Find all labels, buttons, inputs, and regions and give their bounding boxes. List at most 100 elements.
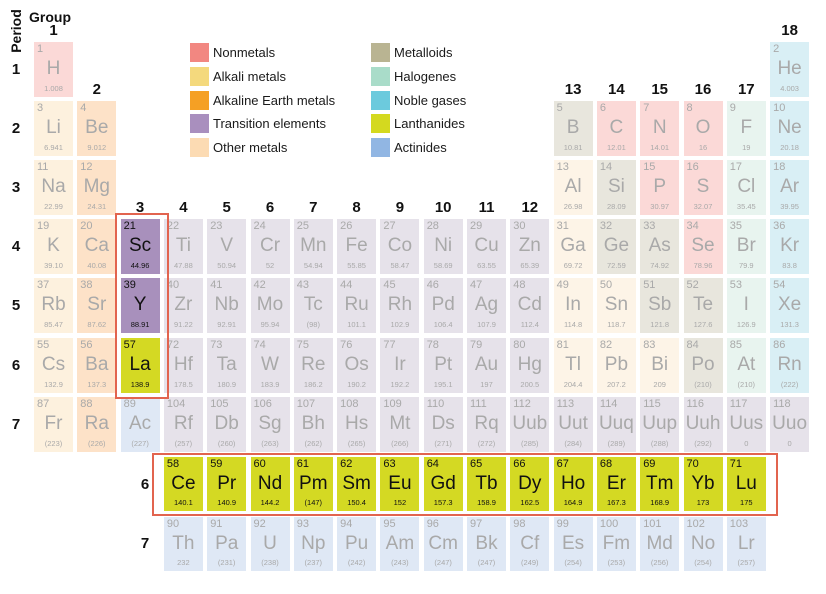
element-cell-hg[interactable]: 80 Hg 200.5 xyxy=(510,337,550,393)
element-cell-zr[interactable]: 40 Zr 91.22 xyxy=(163,278,203,334)
element-cell-os[interactable]: 76 Os 190.2 xyxy=(337,337,377,393)
element-cell-ir[interactable]: 77 Ir 192.2 xyxy=(380,337,420,393)
element-cell-w[interactable]: 74 W 183.9 xyxy=(250,337,290,393)
element-cell-u[interactable]: 92 U (238) xyxy=(250,517,290,571)
element-cell-n[interactable]: 7 N 14.01 xyxy=(640,101,680,157)
element-cell-dy[interactable]: 66 Dy 162.5 xyxy=(510,457,550,511)
element-cell-v[interactable]: 23 V 50.94 xyxy=(207,219,247,275)
element-cell-tl[interactable]: 81 Tl 204.4 xyxy=(553,337,593,393)
element-cell-mg[interactable]: 12 Mg 24.31 xyxy=(77,160,117,216)
element-cell-uuq[interactable]: 114 Uuq (289) xyxy=(596,396,636,452)
element-cell-he[interactable]: 2 He 4.003 xyxy=(770,42,810,97)
element-cell-si[interactable]: 14 Si 28.09 xyxy=(596,160,636,216)
element-cell-pt[interactable]: 78 Pt 195.1 xyxy=(423,337,463,393)
element-cell-te[interactable]: 52 Te 127.6 xyxy=(683,278,723,334)
element-cell-md[interactable]: 101 Md (256) xyxy=(640,517,680,571)
element-cell-pr[interactable]: 59 Pr 140.9 xyxy=(207,457,247,511)
element-cell-li[interactable]: 3 Li 6.941 xyxy=(34,101,73,157)
element-cell-rh[interactable]: 45 Rh 102.9 xyxy=(380,278,420,334)
element-cell-ag[interactable]: 47 Ag 107.9 xyxy=(467,278,506,334)
element-cell-f[interactable]: 9 F 19 xyxy=(726,101,766,157)
element-cell-gd[interactable]: 64 Gd 157.3 xyxy=(423,457,463,511)
element-cell-fm[interactable]: 100 Fm (253) xyxy=(596,517,636,571)
element-cell-s[interactable]: 16 S 32.07 xyxy=(683,160,723,216)
element-cell-pd[interactable]: 46 Pd 106.4 xyxy=(423,278,463,334)
element-cell-sm[interactable]: 62 Sm 150.4 xyxy=(337,457,377,511)
element-cell-h[interactable]: 1 H 1.008 xyxy=(34,42,73,97)
element-cell-la[interactable]: 57 La 138.9 xyxy=(120,337,160,393)
element-cell-b[interactable]: 5 B 10.81 xyxy=(553,101,593,157)
element-cell-cr[interactable]: 24 Cr 52 xyxy=(250,219,290,275)
element-cell-lr[interactable]: 103 Lr (257) xyxy=(726,517,766,571)
element-cell-mt[interactable]: 109 Mt (266) xyxy=(380,396,420,452)
element-cell-sr[interactable]: 38 Sr 87.62 xyxy=(77,278,117,334)
element-cell-bk[interactable]: 97 Bk (247) xyxy=(467,517,506,571)
element-cell-sn[interactable]: 50 Sn 118.7 xyxy=(596,278,636,334)
element-cell-ti[interactable]: 22 Ti 47.88 xyxy=(163,219,203,275)
element-cell-kr[interactable]: 36 Kr 83.8 xyxy=(770,219,810,275)
element-cell-uuh[interactable]: 116 Uuh (292) xyxy=(683,396,723,452)
element-cell-ar[interactable]: 18 Ar 39.95 xyxy=(770,160,810,216)
element-cell-tc[interactable]: 43 Tc (98) xyxy=(293,278,333,334)
element-cell-au[interactable]: 79 Au 197 xyxy=(467,337,506,393)
element-cell-nd[interactable]: 60 Nd 144.2 xyxy=(250,457,290,511)
element-cell-rf[interactable]: 104 Rf (257) xyxy=(163,396,203,452)
element-cell-br[interactable]: 35 Br 79.9 xyxy=(726,219,766,275)
element-cell-p[interactable]: 15 P 30.97 xyxy=(640,160,680,216)
element-cell-cd[interactable]: 48 Cd 112.4 xyxy=(510,278,550,334)
element-cell-lu[interactable]: 71 Lu 175 xyxy=(726,457,766,511)
element-cell-sb[interactable]: 51 Sb 121.8 xyxy=(640,278,680,334)
element-cell-ge[interactable]: 32 Ge 72.59 xyxy=(596,219,636,275)
element-cell-pb[interactable]: 82 Pb 207.2 xyxy=(596,337,636,393)
element-cell-ga[interactable]: 31 Ga 69.72 xyxy=(553,219,593,275)
element-cell-cf[interactable]: 98 Cf (249) xyxy=(510,517,550,571)
element-cell-xe[interactable]: 54 Xe 131.3 xyxy=(770,278,810,334)
element-cell-at[interactable]: 85 At (210) xyxy=(726,337,766,393)
element-cell-uut[interactable]: 113 Uut (284) xyxy=(553,396,593,452)
element-cell-er[interactable]: 68 Er 167.3 xyxy=(596,457,636,511)
element-cell-al[interactable]: 13 Al 26.98 xyxy=(553,160,593,216)
element-cell-ni[interactable]: 28 Ni 58.69 xyxy=(423,219,463,275)
element-cell-se[interactable]: 34 Se 78.96 xyxy=(683,219,723,275)
element-cell-rb[interactable]: 37 Rb 85.47 xyxy=(34,278,73,334)
element-cell-mo[interactable]: 42 Mo 95.94 xyxy=(250,278,290,334)
element-cell-th[interactable]: 90 Th 232 xyxy=(163,517,203,571)
element-cell-uub[interactable]: 112 Uub (285) xyxy=(510,396,550,452)
element-cell-am[interactable]: 95 Am (243) xyxy=(380,517,420,571)
element-cell-db[interactable]: 105 Db (260) xyxy=(207,396,247,452)
element-cell-c[interactable]: 6 C 12.01 xyxy=(596,101,636,157)
element-cell-bh[interactable]: 107 Bh (262) xyxy=(293,396,333,452)
element-cell-pm[interactable]: 61 Pm (147) xyxy=(293,457,333,511)
element-cell-ce[interactable]: 58 Ce 140.1 xyxy=(163,457,203,511)
element-cell-eu[interactable]: 63 Eu 152 xyxy=(380,457,420,511)
element-cell-fr[interactable]: 87 Fr (223) xyxy=(34,396,73,452)
element-cell-ho[interactable]: 67 Ho 164.9 xyxy=(553,457,593,511)
element-cell-y[interactable]: 39 Y 88.91 xyxy=(120,278,160,334)
element-cell-zn[interactable]: 30 Zn 65.39 xyxy=(510,219,550,275)
element-cell-pu[interactable]: 94 Pu (242) xyxy=(337,517,377,571)
element-cell-o[interactable]: 8 O 16 xyxy=(683,101,723,157)
element-cell-nb[interactable]: 41 Nb 92.91 xyxy=(207,278,247,334)
element-cell-uup[interactable]: 115 Uup (288) xyxy=(640,396,680,452)
element-cell-re[interactable]: 75 Re 186.2 xyxy=(293,337,333,393)
element-cell-np[interactable]: 93 Np (237) xyxy=(293,517,333,571)
element-cell-es[interactable]: 99 Es (254) xyxy=(553,517,593,571)
element-cell-no[interactable]: 102 No (254) xyxy=(683,517,723,571)
element-cell-mn[interactable]: 25 Mn 54.94 xyxy=(293,219,333,275)
element-cell-ba[interactable]: 56 Ba 137.3 xyxy=(77,337,117,393)
element-cell-cs[interactable]: 55 Cs 132.9 xyxy=(34,337,73,393)
element-cell-yb[interactable]: 70 Yb 173 xyxy=(683,457,723,511)
element-cell-ne[interactable]: 10 Ne 20.18 xyxy=(770,101,810,157)
element-cell-cu[interactable]: 29 Cu 63.55 xyxy=(467,219,506,275)
element-cell-k[interactable]: 19 K 39.10 xyxy=(34,219,73,275)
element-cell-tm[interactable]: 69 Tm 168.9 xyxy=(640,457,680,511)
element-cell-hf[interactable]: 72 Hf 178.5 xyxy=(163,337,203,393)
element-cell-ac[interactable]: 89 Ac (227) xyxy=(120,396,160,452)
element-cell-ra[interactable]: 88 Ra (226) xyxy=(77,396,117,452)
element-cell-rq[interactable]: 111 Rq (272) xyxy=(467,396,506,452)
element-cell-ds[interactable]: 110 Ds (271) xyxy=(423,396,463,452)
element-cell-na[interactable]: 11 Na 22.99 xyxy=(34,160,73,216)
element-cell-fe[interactable]: 26 Fe 55.85 xyxy=(337,219,377,275)
element-cell-pa[interactable]: 91 Pa (231) xyxy=(207,517,247,571)
element-cell-bi[interactable]: 83 Bi 209 xyxy=(640,337,680,393)
